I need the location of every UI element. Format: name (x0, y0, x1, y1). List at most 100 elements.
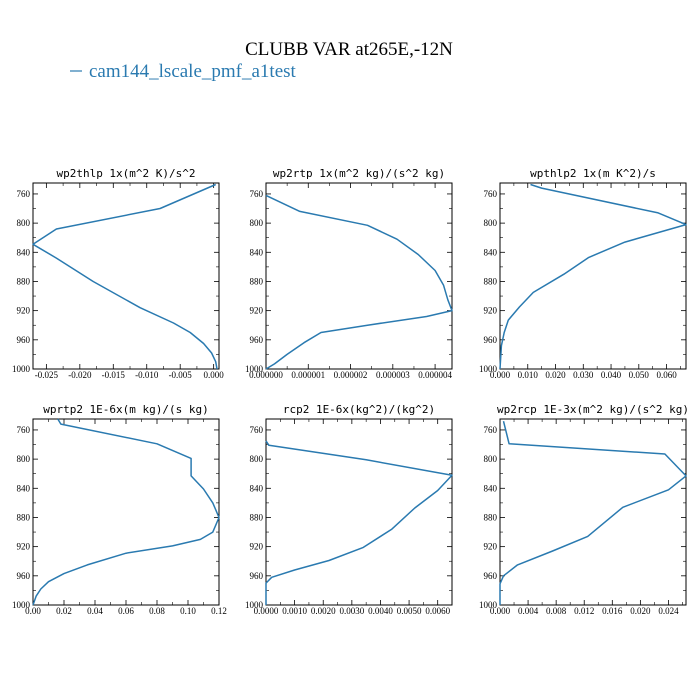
y-tick-label: 1000 (245, 364, 264, 374)
x-tick-label: 0.000004 (418, 370, 452, 380)
y-tick-label: 800 (250, 454, 264, 464)
x-tick-label: 0.0060 (425, 606, 450, 616)
x-tick-label: 0.0020 (311, 606, 336, 616)
y-tick-label: 840 (484, 247, 498, 257)
series-line (32, 183, 218, 370)
x-tick-label: 0.0040 (368, 606, 393, 616)
x-tick-label: 0.000000 (249, 370, 283, 380)
y-tick-label: 920 (250, 542, 264, 552)
y-tick-label: 960 (484, 571, 498, 581)
y-tick-label: 960 (17, 335, 31, 345)
x-tick-label: -0.025 (35, 370, 59, 380)
x-tick-label: 0.030 (573, 370, 594, 380)
y-tick-label: 840 (17, 247, 31, 257)
panel-title: wp2thlp 1x(m^2 K)/s^2 (56, 167, 195, 180)
panel-title: wpthlp2 1x(m K^2)/s (530, 167, 656, 180)
x-tick-label: 0.000001 (291, 370, 325, 380)
x-tick-label: 0.040 (601, 370, 622, 380)
y-tick-label: 760 (17, 425, 31, 435)
x-tick-label: -0.010 (135, 370, 159, 380)
panels: wp2thlp 1x(m^2 K)/s^2 760 800 840 880 920 960 1… (12, 167, 689, 616)
y-tick-label: 880 (484, 276, 498, 286)
panel-title: wp2rtp 1x(m^2 kg)/(s^2 kg) (273, 167, 445, 180)
plot-frame (265, 182, 453, 370)
x-tick-label: 0.004 (518, 606, 539, 616)
y-tick-label: 1000 (12, 600, 31, 610)
panel-3: wpthlp2 1x(m K^2)/s 760 800 840 880 920 960 100… (479, 167, 687, 380)
panel-2: wp2rtp 1x(m^2 kg)/(s^2 kg) 760 800 840 880 92… (245, 167, 453, 380)
series-line (499, 183, 687, 370)
y-tick-label: 840 (250, 247, 264, 257)
y-tick-label: 920 (484, 542, 498, 552)
x-tick-label: 0.008 (546, 606, 567, 616)
y-tick-label: 760 (250, 425, 264, 435)
x-tick-label: -0.005 (169, 370, 193, 380)
y-tick-label: 760 (250, 189, 264, 199)
y-tick-label: 920 (484, 306, 498, 316)
y-tick-label: 1000 (12, 364, 31, 374)
panel-title: wprtp2 1E-6x(m kg)/(s kg) (43, 403, 209, 416)
x-tick-label: 0.0010 (282, 606, 307, 616)
y-tick-label: 920 (17, 306, 31, 316)
x-tick-label: 0.024 (658, 606, 679, 616)
x-tick-label: -0.015 (102, 370, 126, 380)
x-tick-label: -0.020 (68, 370, 92, 380)
x-tick-label: 0.0050 (397, 606, 422, 616)
series-line (265, 440, 453, 605)
panel-1: wp2thlp 1x(m^2 K)/s^2 760 800 840 880 920 960 1… (12, 167, 224, 380)
y-tick-label: 1000 (479, 600, 498, 610)
y-tick-label: 840 (484, 483, 498, 493)
y-tick-label: 920 (250, 306, 264, 316)
x-tick-label: 0.0030 (339, 606, 364, 616)
panel-5: rcp2 1E-6x(kg^2)/(kg^2) 760 800 840 880 920 96… (245, 403, 453, 616)
series-line (32, 418, 220, 606)
figure-title: CLUBB VAR at265E,-12N (245, 39, 453, 60)
x-tick-label: 0.016 (602, 606, 623, 616)
y-tick-label: 800 (484, 454, 498, 464)
x-tick-label: 0.000 (490, 606, 511, 616)
x-tick-label: 0.000 (490, 370, 511, 380)
x-tick-label: 0.12 (211, 606, 227, 616)
y-tick-label: 840 (17, 483, 31, 493)
y-tick-label: 760 (484, 425, 498, 435)
plot-frame (265, 418, 453, 606)
panel-title: rcp2 1E-6x(kg^2)/(kg^2) (283, 403, 435, 416)
y-tick-label: 760 (484, 189, 498, 199)
x-tick-label: 0.04 (87, 606, 103, 616)
x-tick-label: 0.000 (204, 370, 225, 380)
series-line (265, 194, 453, 370)
y-tick-label: 880 (17, 276, 31, 286)
x-tick-label: 0.000003 (376, 370, 410, 380)
y-tick-label: 960 (250, 571, 264, 581)
x-tick-label: 0.000002 (334, 370, 368, 380)
y-tick-label: 800 (17, 218, 31, 228)
x-tick-label: 0.010 (518, 370, 539, 380)
x-tick-label: 0.02 (56, 606, 72, 616)
y-tick-label: 880 (484, 512, 498, 522)
panel-4: wprtp2 1E-6x(m kg)/(s kg) 760 800 840 880 920… (12, 403, 227, 616)
y-tick-label: 880 (17, 512, 31, 522)
y-tick-label: 1000 (479, 364, 498, 374)
x-tick-label: 0.020 (630, 606, 651, 616)
x-tick-label: 0.012 (574, 606, 594, 616)
y-tick-label: 880 (250, 276, 264, 286)
x-tick-label: 0.00 (25, 606, 41, 616)
series-line (499, 421, 687, 605)
x-tick-label: 0.060 (656, 370, 677, 380)
x-tick-label: 0.06 (118, 606, 134, 616)
x-tick-label: 0.08 (149, 606, 165, 616)
x-tick-label: 0.050 (629, 370, 650, 380)
x-tick-label: 0.020 (545, 370, 566, 380)
plot-frame (32, 182, 220, 370)
y-tick-label: 920 (17, 542, 31, 552)
y-tick-label: 960 (250, 335, 264, 345)
y-tick-label: 800 (484, 218, 498, 228)
y-tick-label: 760 (17, 189, 31, 199)
x-tick-label: 0.0000 (254, 606, 279, 616)
y-tick-label: 960 (484, 335, 498, 345)
y-tick-label: 840 (250, 483, 264, 493)
y-tick-label: 880 (250, 512, 264, 522)
panel-6: wp2rcp 1E-3x(m^2 kg)/(s^2 kg) 760 800 840 88… (479, 403, 689, 616)
plot-frame (499, 182, 687, 370)
